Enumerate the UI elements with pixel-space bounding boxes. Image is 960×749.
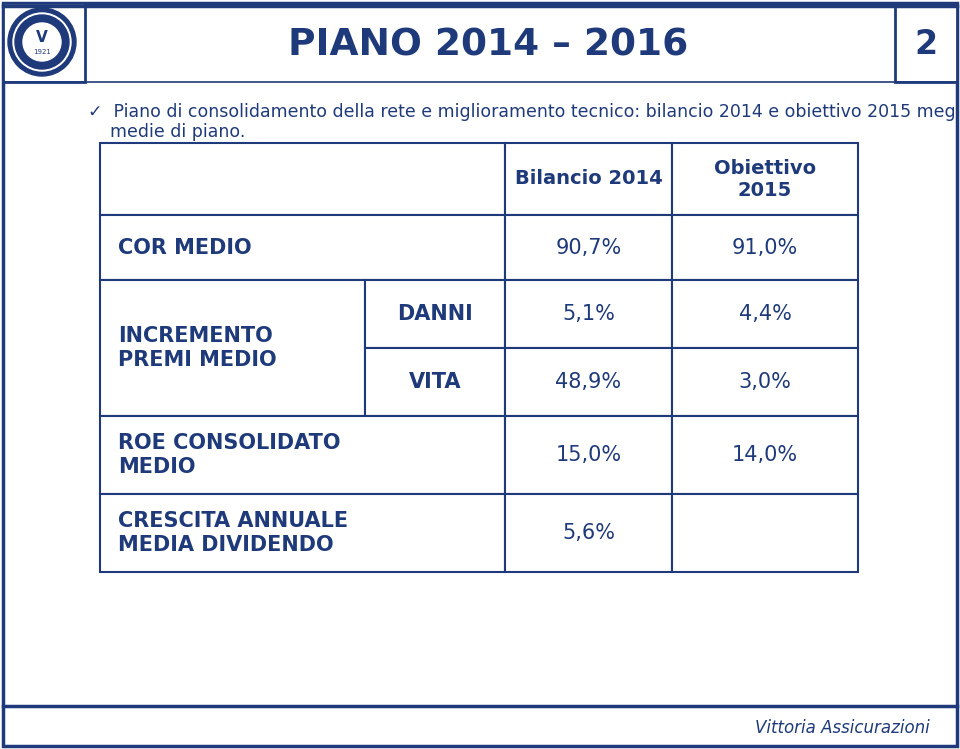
Text: 48,9%: 48,9%: [556, 372, 621, 392]
Text: 90,7%: 90,7%: [556, 237, 622, 258]
Text: Vittoria Assicurazioni: Vittoria Assicurazioni: [756, 719, 930, 737]
Text: ✓  Piano di consolidamento della rete e miglioramento tecnico: bilancio 2014 e o: ✓ Piano di consolidamento della rete e m…: [88, 103, 960, 121]
Bar: [365, 348, 505, 416]
Text: ROE CONSOLIDATO
MEDIO: ROE CONSOLIDATO MEDIO: [118, 434, 341, 476]
Bar: [100, 215, 505, 280]
Bar: [672, 215, 858, 280]
Text: 5,1%: 5,1%: [562, 304, 615, 324]
Bar: [505, 494, 672, 572]
Bar: [100, 494, 505, 572]
Bar: [3, 3, 85, 82]
Bar: [365, 280, 505, 348]
Bar: [672, 280, 858, 348]
Bar: [100, 280, 365, 416]
Text: 5,6%: 5,6%: [562, 523, 615, 543]
Text: 91,0%: 91,0%: [732, 237, 798, 258]
Bar: [100, 143, 505, 215]
Bar: [672, 416, 858, 494]
Circle shape: [13, 13, 71, 71]
Bar: [505, 215, 672, 280]
Text: INCREMENTO
PREMI MEDIO: INCREMENTO PREMI MEDIO: [118, 327, 276, 369]
Circle shape: [8, 8, 76, 76]
Text: Bilancio 2014: Bilancio 2014: [515, 169, 662, 189]
Text: V: V: [36, 31, 48, 46]
Text: DANNI: DANNI: [397, 304, 473, 324]
Bar: [505, 416, 672, 494]
Text: CRESCITA ANNUALE
MEDIA DIVIDENDO: CRESCITA ANNUALE MEDIA DIVIDENDO: [118, 512, 348, 554]
Text: 4,4%: 4,4%: [738, 304, 791, 324]
Text: 2: 2: [915, 28, 938, 61]
Bar: [505, 348, 672, 416]
Text: Obiettivo
2015: Obiettivo 2015: [714, 159, 816, 199]
Bar: [672, 494, 858, 572]
Bar: [895, 6, 957, 82]
Text: 15,0%: 15,0%: [556, 445, 621, 465]
Text: VITA: VITA: [409, 372, 461, 392]
Bar: [672, 348, 858, 416]
Text: 3,0%: 3,0%: [738, 372, 791, 392]
Bar: [505, 143, 672, 215]
Bar: [505, 280, 672, 348]
Bar: [100, 416, 505, 494]
Text: COR MEDIO: COR MEDIO: [118, 237, 252, 258]
Text: 14,0%: 14,0%: [732, 445, 798, 465]
Text: PIANO 2014 – 2016: PIANO 2014 – 2016: [288, 28, 688, 64]
Text: 1921: 1921: [33, 49, 51, 55]
Bar: [672, 143, 858, 215]
Circle shape: [23, 23, 61, 61]
Text: medie di piano.: medie di piano.: [88, 123, 246, 141]
Circle shape: [15, 15, 69, 69]
